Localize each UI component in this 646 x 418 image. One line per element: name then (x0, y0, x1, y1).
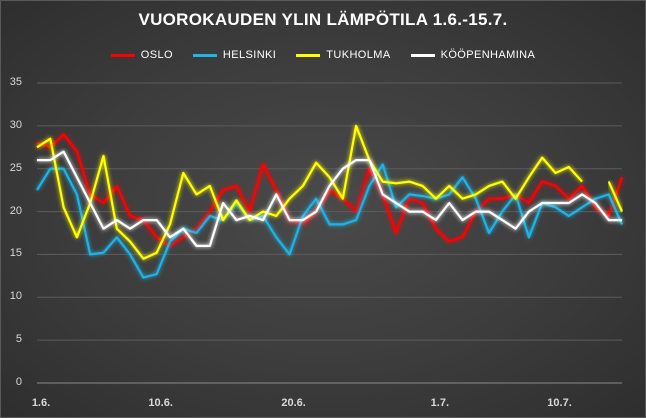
series-line-koopenhamina (37, 150, 622, 247)
legend-label-koopenhamina: KÖÖPENHAMINA (440, 49, 536, 61)
y-tick-label: 15 (9, 247, 22, 260)
x-tick-label: 1.7. (430, 397, 450, 409)
legend-swatch-tukholma (296, 53, 321, 57)
series-line-tukholma-1 (36, 124, 583, 260)
series-lines (36, 124, 624, 279)
legend-label-tukholma: TUKHOLMA (326, 49, 391, 61)
y-tick-label: 20 (9, 204, 22, 217)
y-tick-label: 0 (15, 376, 22, 388)
x-tick-label: 10.6. (148, 397, 173, 409)
series-line-helsinki (36, 163, 624, 279)
x-tick-label: 10.7. (547, 397, 572, 409)
legend-swatch-helsinki (192, 53, 217, 57)
legend-swatch-koopenhamina (410, 53, 435, 57)
legend-item-tukholma: TUKHOLMA (296, 49, 390, 61)
chart-title: VUOROKAUDEN YLIN LÄMPÖTILA 1.6.-15.7. (138, 10, 508, 29)
y-tick-label: 25 (9, 161, 22, 174)
series-line-tukholma-2 (607, 181, 624, 213)
y-tick-label: 35 (9, 76, 22, 88)
y-tick-label: 5 (15, 333, 22, 346)
y-tick-label: 10 (9, 290, 22, 303)
x-tick-label: 1.6. (31, 397, 51, 409)
legend-label-oslo: OSLO (140, 49, 173, 61)
legend-label-helsinki: HELSINKI (222, 49, 277, 61)
legend-item-koopenhamina: KÖÖPENHAMINA (410, 49, 536, 61)
y-tick-label: 30 (9, 118, 22, 131)
series-line-oslo (36, 133, 624, 247)
grid-lines (37, 82, 622, 384)
x-tick-label: 20.6. (281, 397, 306, 409)
legend-swatch-oslo (110, 53, 135, 57)
legend-item-oslo: OSLO (110, 49, 173, 61)
legend-item-helsinki: HELSINKI (192, 49, 277, 61)
legend: OSLO HELSINKI TUKHOLMA KÖÖPENHAMINA (0, 49, 646, 61)
